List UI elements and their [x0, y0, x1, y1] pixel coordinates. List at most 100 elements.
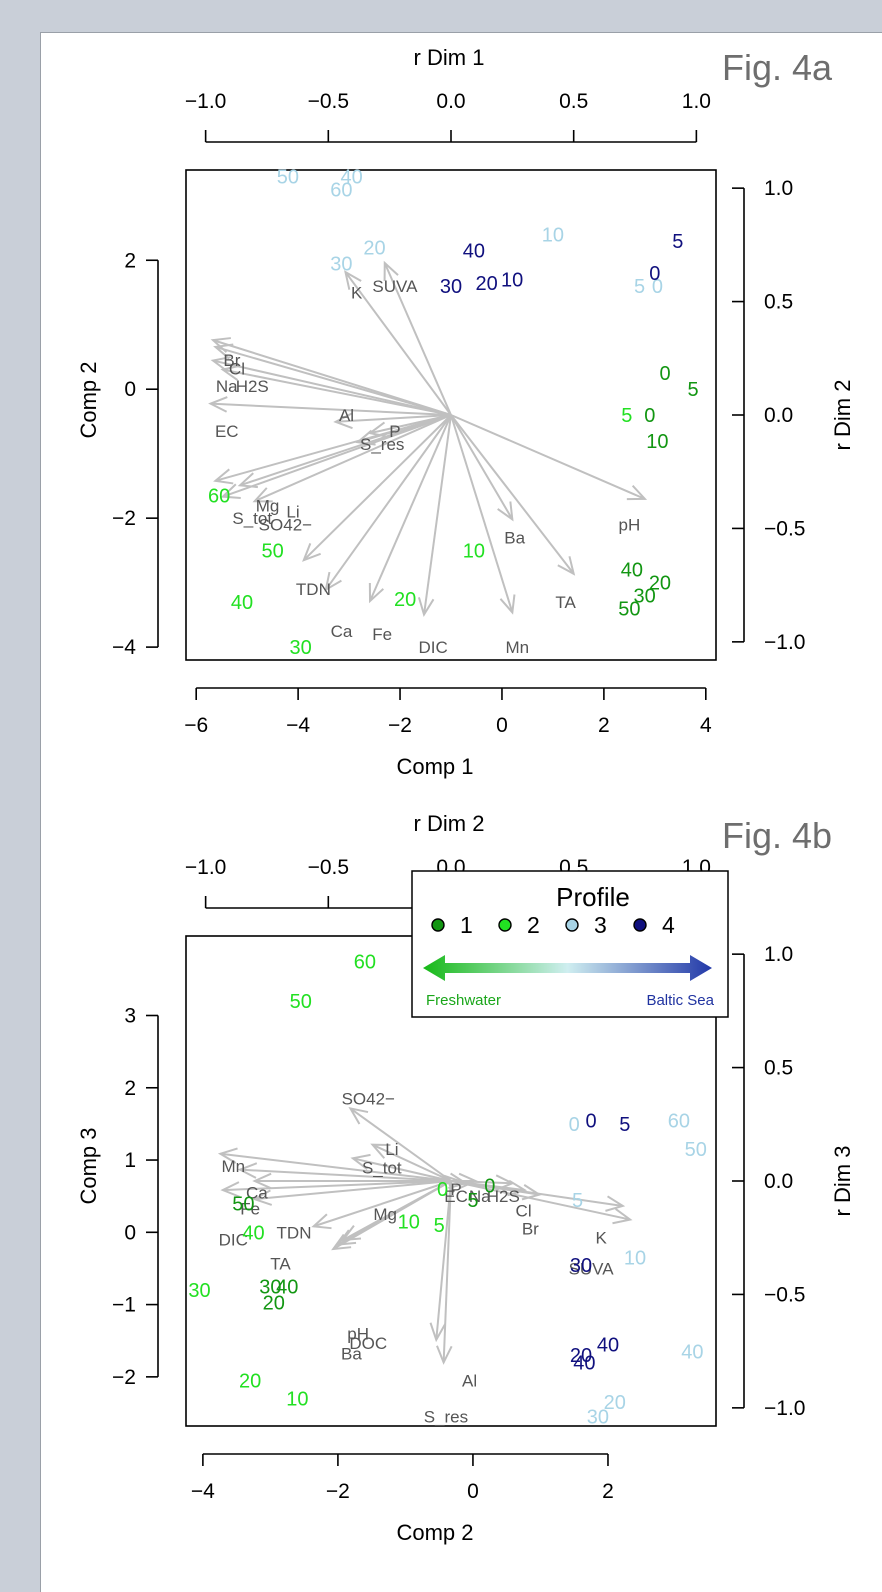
- bottom-tick-label: −2: [388, 714, 412, 737]
- variable-label: Al: [339, 406, 354, 425]
- loading-arrow-head: [436, 1345, 453, 1365]
- bottom-tick-label: −2: [326, 1480, 350, 1503]
- loading-arrow-head: [220, 483, 241, 500]
- variable-label: Ba: [504, 529, 525, 548]
- observation-point: 0: [659, 363, 670, 385]
- filled-circle-icon: [431, 918, 445, 932]
- loading-arrow-head: [252, 1172, 272, 1190]
- loading-arrow-head: [210, 356, 231, 373]
- variable-label: Ca: [331, 622, 353, 641]
- observation-point: 5: [634, 276, 645, 298]
- right-tick-label: 0.0: [764, 404, 793, 427]
- double-arrow-gradient-icon: [423, 955, 712, 981]
- legend-item: 4: [633, 912, 675, 938]
- bottom-tick-label: 0: [467, 1480, 479, 1503]
- left-tick-label: 2: [124, 1077, 136, 1100]
- loading-arrow: [368, 414, 452, 604]
- observation-point: 30: [440, 276, 462, 298]
- legend-item-label: 1: [460, 912, 473, 938]
- loading-arrow-head: [557, 556, 576, 576]
- loading-arrow: [450, 1180, 626, 1212]
- loading-arrow: [450, 414, 514, 522]
- variable-label: H2S: [487, 1187, 520, 1206]
- loading-arrow-head: [237, 1162, 258, 1179]
- left-tick-label: 1: [124, 1149, 136, 1172]
- left-tick-label: 2: [124, 249, 136, 272]
- right-tick-label: −1.0: [764, 1397, 805, 1420]
- loading-arrow-head: [499, 594, 516, 615]
- legend-item-label: 2: [527, 912, 540, 938]
- loading-arrow: [252, 1180, 452, 1206]
- loading-arrow: [348, 1106, 452, 1182]
- variable-label: Li: [286, 503, 299, 522]
- loading-arrow-shaft: [369, 414, 452, 602]
- bottom-tick-label: −4: [286, 714, 310, 737]
- observation-point: 0: [652, 276, 663, 298]
- variable-label: Na: [469, 1187, 491, 1206]
- loading-arrow: [333, 412, 452, 430]
- variable-label: SUVA: [372, 277, 418, 296]
- top-axis-title: r Dim 2: [414, 811, 485, 836]
- observation-point: 40: [621, 560, 643, 582]
- observation-point: 10: [646, 431, 668, 453]
- loading-arrow: [417, 414, 452, 618]
- variable-label: DIC: [219, 1231, 248, 1250]
- observation-point: 40: [231, 592, 253, 614]
- observation-point: 30: [330, 253, 352, 275]
- loading-arrow-head: [340, 1225, 362, 1242]
- loading-arrow-shaft: [313, 1180, 452, 1228]
- loading-arrow: [429, 1180, 452, 1343]
- loading-arrow: [210, 356, 452, 416]
- loading-arrow: [344, 270, 452, 416]
- left-tick-label: −4: [112, 636, 136, 659]
- variable-label: Fe: [240, 1199, 260, 1218]
- loading-arrow-head: [350, 1153, 371, 1170]
- loading-arrow-shaft: [349, 1107, 452, 1182]
- figure-label-4b: Fig. 4b: [722, 815, 832, 856]
- variable-label: Fe: [372, 625, 392, 644]
- variable-label: TDN: [277, 1223, 312, 1242]
- loading-arrow-head: [417, 597, 435, 618]
- loading-arrow: [311, 1180, 452, 1230]
- loading-arrow-head: [626, 484, 648, 501]
- bottom-tick-label: −4: [191, 1480, 215, 1503]
- observation-point: 40: [242, 1222, 264, 1244]
- variable-label: Mn: [221, 1157, 245, 1176]
- loading-arrow-shaft: [254, 414, 452, 503]
- observation-point: 20: [239, 1370, 261, 1392]
- loading-arrow-shaft: [335, 414, 452, 423]
- observation-point: 40: [463, 241, 485, 263]
- variable-label: P: [450, 1180, 461, 1199]
- top-tick-label: −0.5: [308, 90, 349, 113]
- loading-arrow-shaft: [372, 1143, 452, 1182]
- observation-point: 50: [277, 166, 299, 188]
- observation-point: 40: [597, 1334, 619, 1356]
- loading-arrow-shaft: [332, 1180, 452, 1250]
- loading-arrow-head: [213, 468, 234, 485]
- observation-point: 40: [573, 1352, 595, 1374]
- observation-point: 50: [232, 1193, 254, 1215]
- observation-point: 20: [604, 1392, 626, 1414]
- loading-arrow-shaft: [303, 414, 452, 561]
- loading-arrow-shaft: [254, 1180, 452, 1201]
- variable-label: Ca: [246, 1184, 268, 1203]
- variable-label: DOC: [349, 1334, 387, 1353]
- left-axis-title: Comp 3: [76, 1127, 101, 1204]
- left-tick-label: −1: [112, 1294, 136, 1317]
- observation-point: 5: [619, 1114, 630, 1136]
- loading-arrow: [331, 1180, 452, 1251]
- observation-point: 30: [587, 1407, 609, 1429]
- loading-arrow: [213, 343, 452, 416]
- loading-arrow-shaft: [352, 1157, 452, 1182]
- loading-arrow-head: [213, 343, 234, 360]
- variable-label: Br: [522, 1220, 539, 1239]
- bottom-tick-label: 2: [598, 714, 610, 737]
- right-tick-label: −0.5: [764, 517, 805, 540]
- loading-arrow: [370, 1143, 452, 1182]
- loading-arrow-head: [497, 501, 514, 522]
- variable-label: S_res: [424, 1408, 468, 1427]
- observation-point: 20: [363, 237, 385, 259]
- bottom-tick-label: 4: [700, 714, 712, 737]
- variable-label: Cl: [229, 360, 245, 379]
- observation-point: 0: [644, 405, 655, 427]
